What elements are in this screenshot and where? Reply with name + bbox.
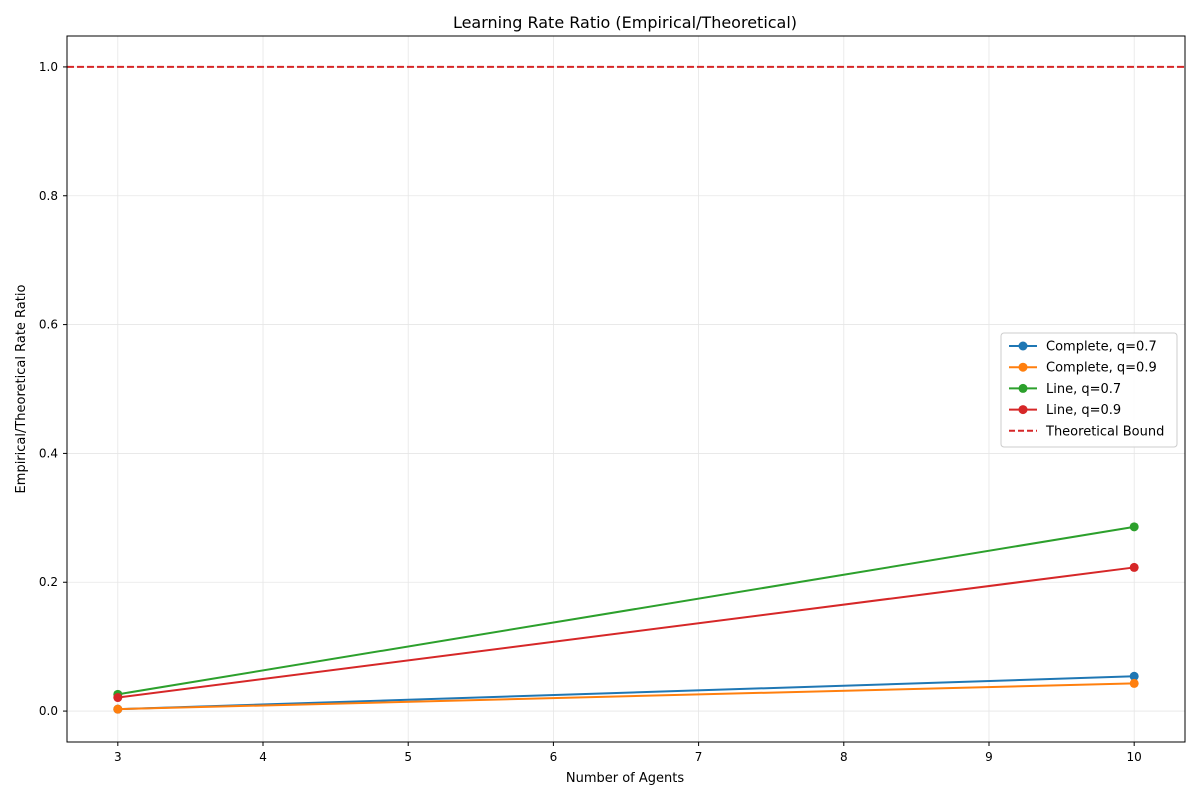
series-layer bbox=[113, 522, 1139, 714]
x-tick-label: 3 bbox=[114, 750, 122, 764]
legend-label-reference: Theoretical Bound bbox=[1045, 424, 1164, 439]
y-axis-label: Empirical/Theoretical Rate Ratio bbox=[14, 285, 29, 494]
legend-label-2: Line, q=0.7 bbox=[1046, 382, 1121, 397]
x-tick-label: 8 bbox=[840, 750, 848, 764]
series-point-3 bbox=[1129, 562, 1139, 572]
legend-label-1: Complete, q=0.9 bbox=[1046, 361, 1157, 376]
x-tick-label: 5 bbox=[404, 750, 412, 764]
y-tick-label: 0.8 bbox=[39, 189, 58, 203]
legend-marker-1 bbox=[1018, 362, 1028, 372]
series-point-1 bbox=[113, 704, 123, 714]
series-point-3 bbox=[113, 693, 123, 703]
axis-ticks: 3 4 5 6 7 8 9 10 0.0 0.2 0.4 0.6 0.8 1.0 bbox=[39, 60, 1142, 764]
chart-title: Learning Rate Ratio (Empirical/Theoretic… bbox=[453, 13, 797, 32]
x-tick-label: 9 bbox=[985, 750, 993, 764]
series-line-2 bbox=[117, 525, 1135, 696]
series-point-1 bbox=[1129, 678, 1139, 688]
x-tick-label: 10 bbox=[1127, 750, 1142, 764]
series-line-1 bbox=[117, 682, 1135, 711]
y-tick-label: 0.4 bbox=[39, 446, 58, 460]
x-tick-label: 6 bbox=[550, 750, 558, 764]
plot-area-frame bbox=[66, 35, 1186, 743]
y-tick-label: 1.0 bbox=[39, 60, 58, 74]
x-tick-label: 7 bbox=[695, 750, 703, 764]
y-tick-label: 0.6 bbox=[39, 318, 58, 332]
legend-box bbox=[1000, 332, 1178, 448]
series-point-2 bbox=[1129, 522, 1139, 532]
series-line-0 bbox=[117, 675, 1135, 711]
legend-label-0: Complete, q=0.7 bbox=[1046, 340, 1157, 355]
series-line-3 bbox=[117, 566, 1135, 699]
series-point-0 bbox=[1129, 671, 1139, 681]
grid-lines bbox=[67, 36, 1185, 742]
legend-marker-3 bbox=[1018, 405, 1028, 415]
legend: Complete, q=0.7 Complete, q=0.9 Line, q=0.… bbox=[1000, 332, 1178, 448]
x-tick-label: 4 bbox=[259, 750, 267, 764]
legend-marker-2 bbox=[1018, 383, 1028, 393]
y-tick-label: 0.2 bbox=[39, 575, 58, 589]
y-tick-label: 0.0 bbox=[39, 704, 58, 718]
legend-label-3: Line, q=0.9 bbox=[1046, 403, 1121, 418]
x-axis-label: Number of Agents bbox=[566, 771, 684, 786]
legend-marker-0 bbox=[1018, 341, 1028, 351]
